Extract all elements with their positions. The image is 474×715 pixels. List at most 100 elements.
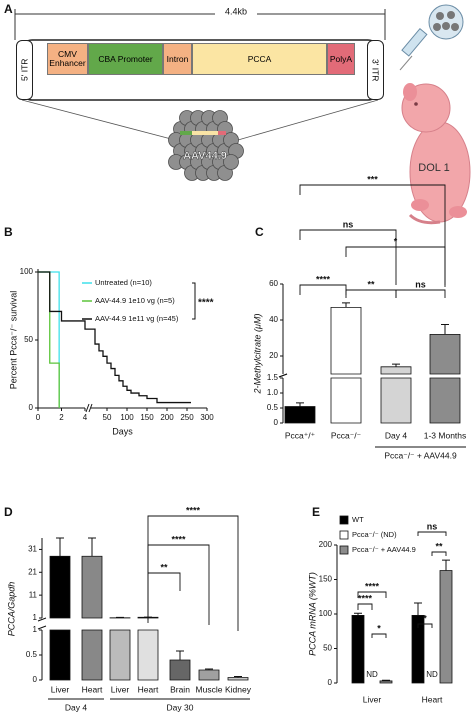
- significance-bracket: [147, 544, 210, 625]
- y-tick-label: 100: [319, 609, 333, 618]
- error-bar: [414, 602, 422, 616]
- mouse-ear: [403, 83, 417, 101]
- dish-particle: [447, 11, 455, 19]
- significance-bracket: [371, 633, 387, 638]
- needle: [399, 55, 413, 71]
- legend-label: Untreated (n=10): [95, 278, 152, 287]
- significance-label: ns: [343, 219, 354, 229]
- bar: [411, 614, 425, 684]
- significance-label: ****: [198, 298, 214, 309]
- significance-label: **: [367, 279, 375, 289]
- axis-break: [37, 617, 47, 622]
- syringe: [399, 4, 464, 71]
- y-axis-label: PCCA mRNA (%WT): [307, 572, 317, 656]
- bar: [439, 570, 453, 684]
- y-tick-label: 1: [33, 625, 38, 634]
- survival-curve: [38, 271, 191, 404]
- error-bar: [176, 650, 184, 660]
- y-tick-label: 0: [328, 678, 333, 687]
- significance-label: *: [394, 236, 398, 246]
- legend-label: Pcca⁻/⁻ (ND): [352, 530, 397, 539]
- x-tick-label: 250: [180, 413, 194, 422]
- error-bar: [392, 363, 400, 367]
- y-tick-label: 0.5: [267, 403, 279, 412]
- significance-label: ****: [365, 581, 380, 591]
- panel-label: A: [4, 2, 13, 16]
- bar: [198, 669, 220, 681]
- element-intron: Intron: [163, 43, 192, 75]
- significance-label: ***: [367, 174, 378, 184]
- capsid-band: [218, 131, 226, 135]
- x-tick-label: Heart: [82, 684, 103, 694]
- element-cmv: CMV Enhancer: [47, 43, 88, 75]
- bar: [379, 680, 393, 684]
- survival-curve: [38, 271, 60, 408]
- x-tick-label: Kidney: [225, 684, 252, 694]
- bar: [380, 366, 412, 424]
- y-tick-label: 31: [28, 545, 37, 554]
- y-tick-label: 0: [33, 675, 38, 684]
- x-tick-label: 4: [83, 413, 88, 422]
- x-tick-label: 150: [140, 413, 154, 422]
- x-tick-label: Pcca⁻/⁻: [331, 430, 362, 440]
- y-tick-label: 1: [33, 613, 38, 622]
- x-tick-label: 200: [160, 413, 174, 422]
- significance-label: ****: [171, 534, 186, 544]
- element-cba: CBA Promoter: [88, 43, 163, 75]
- significance-bracket: [299, 284, 347, 295]
- bar: [81, 555, 103, 681]
- capsid: [168, 110, 244, 181]
- element-pcca: PCCA: [192, 43, 327, 75]
- group-label: Day 4: [65, 702, 87, 712]
- survival-curve: [38, 271, 60, 408]
- capsid-label: AAV44.9: [183, 150, 227, 162]
- legend-swatch: [339, 515, 349, 525]
- group-label: Pcca⁻/⁻ + AAV44.9: [384, 450, 457, 460]
- y-tick-label: 0: [274, 418, 279, 427]
- axis-break: [85, 403, 90, 413]
- dish-particle: [451, 23, 459, 31]
- capsid-band: [180, 131, 192, 135]
- x-tick-label: Liver: [51, 684, 70, 694]
- value-label: ND: [426, 670, 438, 679]
- panel-label: B: [4, 225, 13, 239]
- zoom-line: [21, 99, 176, 141]
- capsid-unit: [223, 154, 239, 170]
- x-tick-label: 0: [36, 413, 41, 422]
- y-tick-label: 0.5: [26, 650, 38, 659]
- significance-bracket: [192, 282, 196, 320]
- legend-swatch: [339, 545, 349, 555]
- value-label: ND: [366, 670, 378, 679]
- bar: [137, 616, 159, 681]
- x-tick-label: 1-3 Months: [424, 430, 467, 440]
- significance-label: **: [160, 562, 168, 572]
- axis-break: [88, 403, 93, 413]
- legend-label: AAV-44.9 1e11 vg (n=45): [95, 314, 179, 323]
- error-bar: [342, 302, 350, 308]
- significance-label: ****: [358, 593, 373, 603]
- significance-bracket: [299, 229, 397, 285]
- dish-particle: [433, 23, 441, 31]
- x-tick-label: Muscle: [196, 684, 223, 694]
- significance-label: ns: [427, 521, 438, 531]
- bar: [109, 617, 131, 681]
- x-tick-label: Heart: [422, 694, 443, 704]
- bar: [330, 307, 362, 424]
- itr-left: 5' ITR: [16, 40, 33, 100]
- significance-bracket: [299, 184, 446, 285]
- significance-label: ns: [415, 279, 426, 289]
- y-tick-label: 60: [269, 279, 278, 288]
- bar: [351, 614, 365, 684]
- x-tick-label: Heart: [138, 684, 159, 694]
- x-tick-label: Liver: [111, 684, 130, 694]
- x-tick-label: 50: [103, 413, 112, 422]
- y-tick-label: 21: [28, 567, 37, 576]
- panel-label: D: [4, 505, 13, 519]
- y-tick-label: 20: [269, 351, 278, 360]
- significance-bracket: [417, 531, 447, 536]
- syringe-barrel: [401, 27, 428, 57]
- legend-label: WT: [352, 515, 364, 524]
- y-tick-label: 40: [269, 315, 278, 324]
